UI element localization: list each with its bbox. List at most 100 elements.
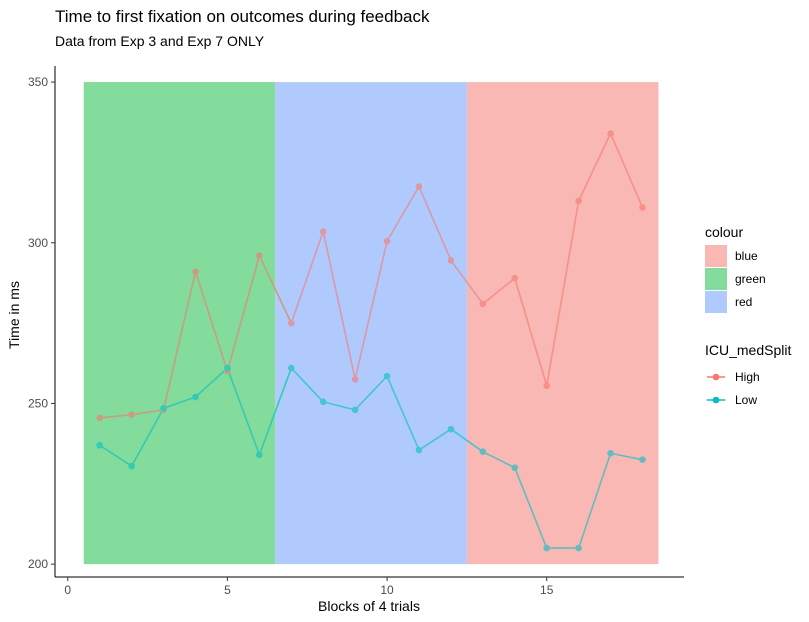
point-high — [543, 382, 551, 390]
line-segment-high — [290, 230, 325, 324]
line-segment-low — [386, 375, 420, 451]
point-low — [319, 398, 327, 406]
line-segment-high — [322, 230, 356, 381]
x-tick-label: 10 — [380, 583, 394, 597]
series-lines — [98, 132, 644, 549]
point-low — [447, 425, 455, 433]
line-segment-low — [258, 367, 293, 456]
legend-label-low: Low — [735, 393, 757, 407]
line-segment-low — [226, 367, 261, 456]
point-high — [319, 228, 327, 235]
y-tick-label: 300 — [28, 236, 48, 250]
axes — [54, 66, 684, 578]
line-segment-high — [386, 185, 420, 242]
legend: colour blue green red ICU_medSplit High Low — [705, 224, 791, 407]
point-low — [128, 462, 135, 470]
x-tick-label: 0 — [64, 583, 71, 597]
point-low — [575, 544, 582, 552]
legend-title-icu-medsplit: ICU_medSplit — [705, 342, 791, 358]
legend-point-high — [712, 373, 720, 381]
band-red — [466, 82, 659, 565]
point-low — [351, 406, 359, 414]
point-low — [415, 446, 423, 454]
line-segment-low — [162, 396, 197, 410]
line-segment-high — [226, 254, 261, 373]
legend-key-green — [705, 268, 727, 290]
x-tick-label: 5 — [224, 583, 231, 597]
x-axis-title: Blocks of 4 trials — [318, 598, 420, 614]
line-segment-high — [258, 254, 293, 324]
legend-title-colour: colour — [705, 224, 743, 240]
legend-key-red — [705, 291, 727, 313]
point-high — [287, 319, 295, 327]
y-tick-label: 200 — [28, 557, 48, 571]
y-axis-title: Time in ms — [6, 281, 22, 349]
point-high — [96, 414, 104, 422]
line-segment-high — [418, 185, 452, 262]
line-segment-low — [354, 375, 388, 411]
line-segment-low — [98, 444, 133, 467]
line-segment-high — [98, 413, 133, 419]
line-segment-low — [322, 401, 356, 411]
point-high — [351, 376, 359, 383]
point-high — [639, 204, 646, 211]
point-high — [128, 411, 135, 419]
point-low — [639, 456, 646, 463]
point-high — [415, 183, 423, 190]
point-low — [192, 393, 199, 401]
line-segment-high — [513, 277, 548, 387]
line-segment-low — [194, 367, 229, 398]
point-low — [256, 451, 263, 459]
point-high — [607, 130, 614, 137]
line-segment-high — [482, 277, 516, 305]
line-segment-high — [194, 270, 229, 373]
point-low — [511, 464, 519, 472]
legend-label-high: High — [735, 370, 760, 384]
line-segment-low — [418, 428, 452, 451]
line-segment-high — [450, 259, 484, 305]
background-bands — [83, 82, 659, 565]
y-tick-label: 250 — [28, 396, 48, 410]
point-high — [256, 252, 263, 259]
line-segment-low — [513, 466, 548, 549]
line-segment-low — [609, 452, 644, 461]
legend-point-low — [712, 396, 720, 404]
line-segment-high — [577, 132, 612, 202]
point-low — [383, 372, 391, 380]
line-segment-low — [130, 407, 165, 467]
legend-label-red: red — [735, 295, 752, 309]
band-blue — [275, 82, 467, 565]
line-segment-low — [450, 428, 484, 453]
point-low — [160, 404, 167, 412]
point-high — [447, 257, 455, 264]
y-tick-label: 350 — [28, 75, 48, 89]
band-green — [83, 82, 276, 565]
series-points — [96, 130, 646, 552]
chart-title: Time to first fixation on outcomes durin… — [55, 7, 430, 26]
line-segment-high — [545, 200, 580, 387]
point-low — [479, 448, 487, 455]
x-tick-label: 15 — [540, 583, 554, 597]
point-high — [511, 274, 519, 282]
point-low — [287, 364, 295, 372]
line-segment-high — [354, 240, 388, 381]
line-segment-high — [609, 132, 644, 209]
line-segment-low — [482, 450, 516, 469]
legend-label-green: green — [735, 272, 766, 286]
line-segment-high — [130, 409, 165, 416]
point-low — [607, 449, 614, 457]
point-high — [383, 237, 391, 245]
point-high — [192, 268, 199, 275]
axis-ticks: 0 5 10 15 200 250 300 350 — [28, 75, 554, 597]
point-high — [479, 300, 487, 308]
point-low — [543, 544, 551, 552]
point-high — [575, 197, 582, 205]
point-low — [224, 364, 231, 372]
legend-label-blue: blue — [735, 249, 758, 263]
legend-key-blue — [705, 245, 727, 267]
chart-subtitle: Data from Exp 3 and Exp 7 ONLY — [55, 33, 265, 49]
point-low — [96, 441, 104, 449]
line-segment-low — [290, 367, 325, 403]
line-segment-low — [577, 452, 612, 549]
